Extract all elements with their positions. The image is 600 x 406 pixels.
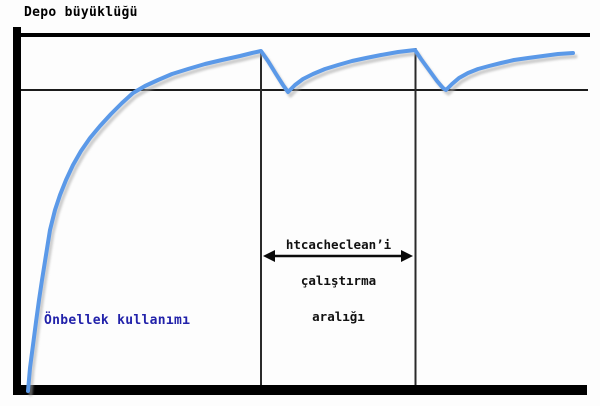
curve-label: Önbellek kullanımı — [44, 313, 191, 328]
x-axis — [13, 385, 587, 395]
interval-arrow-left-head — [263, 250, 275, 262]
page-title: Depo büyüklüğü — [24, 5, 138, 20]
y-axis — [13, 27, 21, 395]
interval-arrow-right-head — [401, 250, 413, 262]
interval-label-line2: çalıştırma — [300, 273, 377, 288]
interval-label-line1: htcacheclean’i — [285, 237, 392, 252]
interval-label: htcacheclean’i çalıştırma aralığı — [262, 215, 415, 347]
cache-usage-curve — [26, 48, 575, 393]
interval-label-line3: aralığı — [312, 309, 365, 324]
